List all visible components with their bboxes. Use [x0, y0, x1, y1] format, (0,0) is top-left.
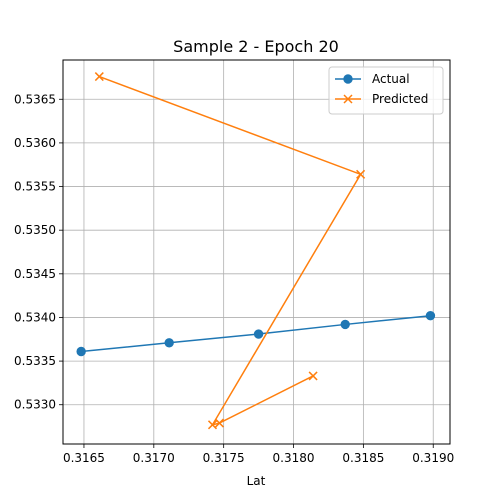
data-point-predicted — [356, 169, 366, 179]
series-line-predicted — [99, 75, 362, 426]
series-actual — [76, 311, 436, 357]
y-tick-label: 0.5340 — [14, 310, 56, 324]
series-predicted — [94, 72, 366, 430]
x-axis-label: Lat — [247, 474, 266, 488]
y-tick-label: 0.5350 — [14, 223, 56, 237]
data-point-actual — [76, 346, 86, 357]
marker-stroke — [356, 169, 366, 179]
x-tick-label: 0.3180 — [273, 451, 315, 465]
y-tick-label: 0.5335 — [14, 354, 56, 368]
data-point-predicted — [207, 420, 218, 430]
chart-title: Sample 2 - Epoch 20 — [173, 37, 339, 56]
marker-stroke — [94, 72, 104, 82]
x-tick-label: 0.3170 — [133, 451, 175, 465]
x-axis: 0.3165 0.3170 0.3175 0.3180 0.3185 0.3190 — [63, 444, 454, 465]
series-layer — [76, 72, 436, 430]
data-point-predicted — [308, 371, 318, 381]
legend-item-actual: Actual — [335, 72, 410, 86]
legend-label: Actual — [372, 72, 410, 86]
legend-item-predicted: Predicted — [335, 92, 428, 106]
grid — [63, 60, 450, 444]
marker-stroke — [207, 420, 218, 430]
data-point-predicted — [94, 72, 104, 82]
marker-stroke — [343, 94, 353, 104]
y-tick-label: 0.5360 — [14, 136, 56, 150]
legend-label: Predicted — [372, 92, 428, 106]
y-tick-label: 0.5330 — [14, 398, 56, 412]
x-tick-label: 0.3165 — [63, 451, 105, 465]
legend-marker — [343, 94, 353, 104]
marker-stroke — [308, 371, 318, 381]
x-tick-label: 0.3185 — [342, 451, 384, 465]
data-point-actual — [340, 319, 350, 330]
y-axis: 0.5330 0.5335 0.5340 0.5345 0.5350 0.5355 0.53… — [14, 92, 63, 412]
marker-stroke — [214, 418, 225, 428]
data-point-actual — [164, 338, 174, 348]
legend-marker — [343, 74, 353, 84]
data-point-actual — [425, 311, 436, 321]
y-tick-label: 0.5355 — [14, 180, 56, 194]
data-point-predicted — [214, 418, 225, 428]
x-tick-label: 0.3175 — [203, 451, 245, 465]
plot-frame — [62, 59, 451, 445]
data-point-actual — [253, 329, 264, 339]
y-tick-label: 0.5345 — [14, 267, 56, 281]
legend: Actual Predicted — [328, 66, 444, 115]
x-tick-label: 0.3190 — [412, 451, 454, 465]
y-tick-label: 0.5365 — [14, 92, 56, 106]
